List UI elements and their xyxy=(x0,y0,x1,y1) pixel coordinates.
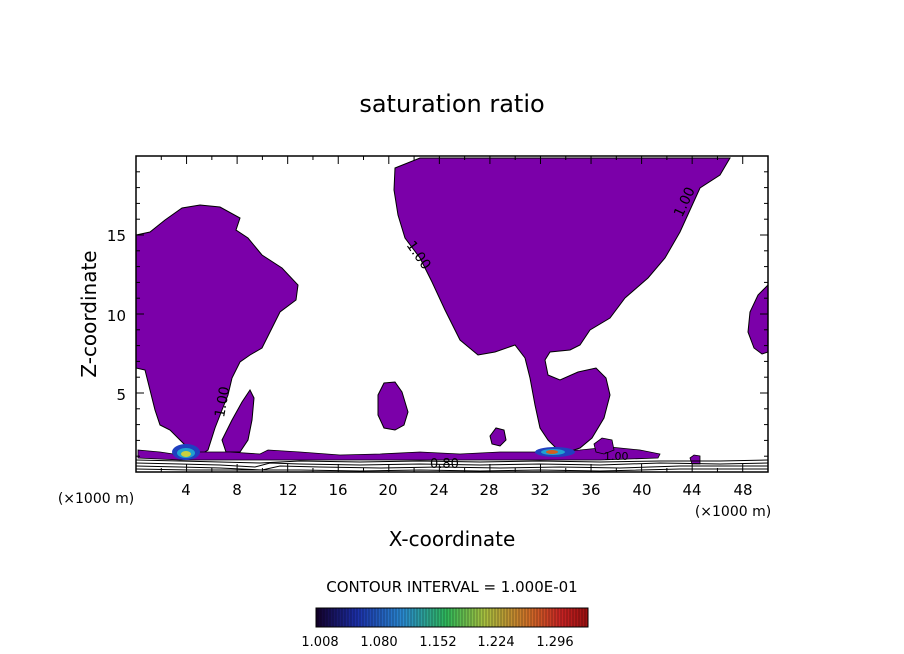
chart-title: saturation ratio xyxy=(359,90,544,118)
colorbar-tick-label: 1.296 xyxy=(536,635,573,650)
contour-label: 1.00 xyxy=(604,450,629,463)
contour-region-small-28 xyxy=(489,427,507,447)
colorbar-tick-label: 1.224 xyxy=(477,635,514,650)
colorbar-tick-labels: 1.008 1.080 1.152 1.224 1.296 xyxy=(301,635,573,650)
contour-fill-regions xyxy=(136,157,768,465)
x-unit-right: (×1000 m) xyxy=(695,504,771,520)
x-tick-label: 20 xyxy=(378,481,397,499)
contour-label: 0.80 xyxy=(430,457,459,472)
surface-contour-lines xyxy=(136,459,768,472)
x-tick-label: 48 xyxy=(733,481,752,499)
x-tick-labels: 4 8 12 16 20 24 28 32 36 40 44 48 xyxy=(181,481,752,499)
colorbar-tick-label: 1.152 xyxy=(419,635,456,650)
contour-interval-label: CONTOUR INTERVAL = 1.000E-01 xyxy=(326,578,577,596)
surface-contour-line xyxy=(136,468,768,472)
contour-region-bump-36 xyxy=(593,437,615,455)
x-tick-label: 44 xyxy=(682,481,701,499)
colorbar-stripes xyxy=(317,608,586,627)
x-tick-label: 16 xyxy=(328,481,347,499)
y-tick-label: 15 xyxy=(107,227,126,245)
axis-ticks xyxy=(136,156,768,472)
x-tick-label: 36 xyxy=(581,481,600,499)
colorbar-tick-label: 1.080 xyxy=(360,635,397,650)
contour-region-right-large xyxy=(393,157,731,453)
hotspot-x4-inner xyxy=(181,451,191,457)
contour-region-right-edge xyxy=(747,284,768,355)
y-tick-label: 5 xyxy=(116,386,126,404)
x-axis-label: X-coordinate xyxy=(389,527,516,551)
x-tick-label: 8 xyxy=(232,481,242,499)
colorbar-tick-label: 1.008 xyxy=(301,635,338,650)
contour-region-bottom-band xyxy=(137,446,661,461)
surface-contour-line xyxy=(136,459,768,464)
contour-label: 1.00 xyxy=(212,385,233,418)
x-tick-label: 40 xyxy=(632,481,651,499)
contour-region-bump-44 xyxy=(689,454,701,465)
contour-hotspots xyxy=(172,444,575,460)
contour-region-middle-small xyxy=(377,381,409,431)
y-tick-labels: 5 10 15 xyxy=(107,227,126,404)
y-axis-label: Z-coordinate xyxy=(77,250,101,377)
x-tick-label: 4 xyxy=(181,481,191,499)
x-tick-label: 24 xyxy=(429,481,448,499)
y-tick-label: 10 xyxy=(107,307,126,325)
x-unit-left: (×1000 m) xyxy=(58,491,134,507)
x-tick-label: 28 xyxy=(479,481,498,499)
hotspot-x34-inner xyxy=(546,450,558,454)
x-tick-label: 12 xyxy=(278,481,297,499)
surface-contour-line xyxy=(136,462,768,468)
contour-region-left xyxy=(136,204,299,456)
surface-contour-line xyxy=(136,465,768,471)
x-tick-label: 32 xyxy=(530,481,549,499)
